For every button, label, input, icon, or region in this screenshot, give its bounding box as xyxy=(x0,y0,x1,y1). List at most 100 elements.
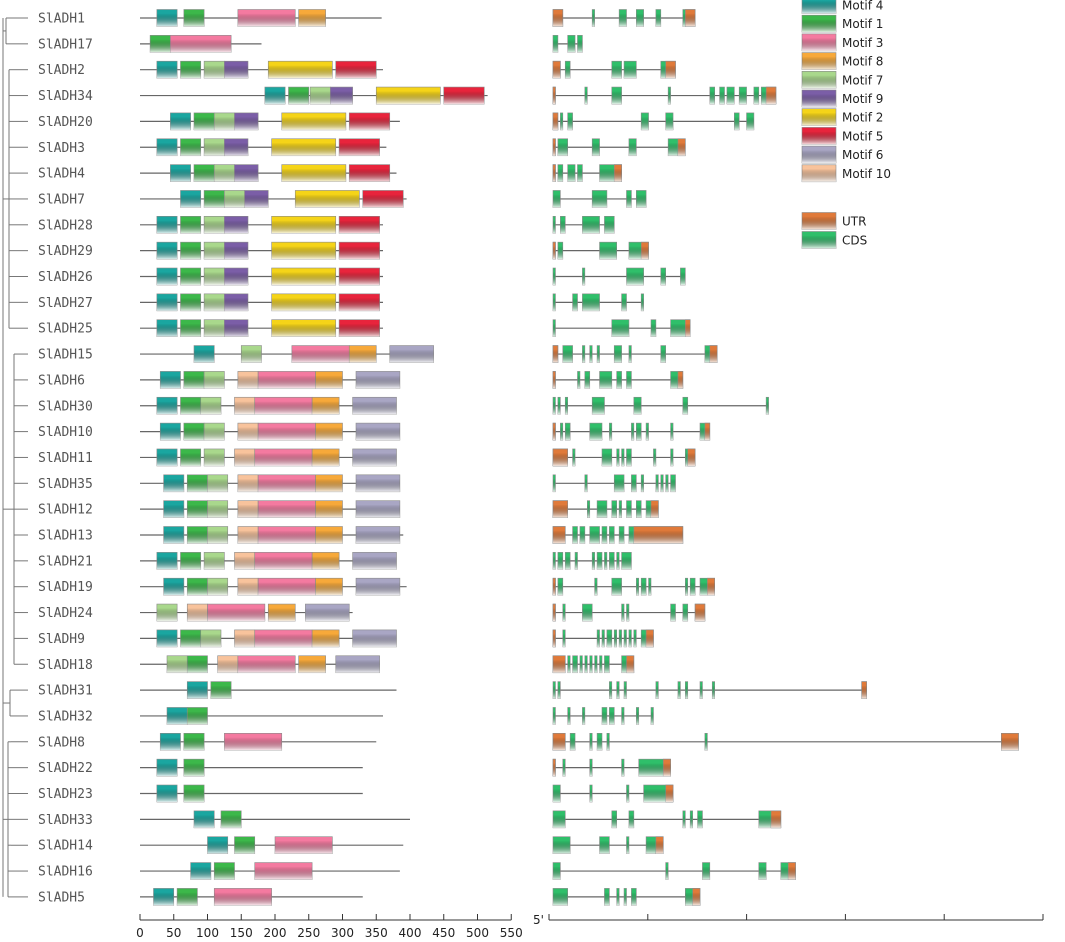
motif-box-shade xyxy=(217,659,238,673)
axis-tick-label: 550 xyxy=(500,926,523,940)
exon-box-shade xyxy=(567,711,571,725)
gene-track xyxy=(552,474,676,493)
exon-box-shade xyxy=(682,608,688,622)
axis-tick-label: 0 xyxy=(136,926,144,940)
motif-box-shade xyxy=(167,711,188,725)
motif-box-shade xyxy=(224,297,248,311)
axis-tick-label: 450 xyxy=(432,926,455,940)
motif-box xyxy=(281,112,347,131)
motif-box xyxy=(193,164,215,182)
motif-box xyxy=(291,345,350,363)
exon-box-shade xyxy=(553,840,571,854)
exon-box xyxy=(626,448,632,467)
exon-box-shade xyxy=(636,582,639,596)
gene-label: SlADH28 xyxy=(38,218,93,233)
motif-box-shade xyxy=(207,582,228,596)
motif-box xyxy=(338,267,380,286)
exon-box-shade xyxy=(582,608,593,622)
utr5-box xyxy=(552,448,568,467)
motif-track xyxy=(140,138,387,157)
exon-box xyxy=(626,784,630,803)
exon-box xyxy=(758,862,767,880)
gene-label: SlADH24 xyxy=(38,606,93,621)
motif-track xyxy=(140,836,404,855)
motif-box-shade xyxy=(271,220,336,234)
utr5-box xyxy=(552,732,566,751)
exon-box xyxy=(650,319,657,338)
legend-item: Motif 6 xyxy=(801,145,883,164)
exon-box-shade xyxy=(557,401,561,415)
motif-box xyxy=(180,319,202,338)
motif-track xyxy=(140,526,404,544)
motif-box xyxy=(156,448,178,467)
motif-box-shade xyxy=(362,194,404,208)
utr5-box xyxy=(552,526,566,544)
motif-box xyxy=(180,267,202,286)
exon-box-shade xyxy=(565,427,571,441)
motif-box xyxy=(220,810,242,829)
legend-swatch-shade xyxy=(802,75,836,89)
motif-box xyxy=(207,603,266,622)
motif-box xyxy=(207,474,229,493)
exon-box xyxy=(611,577,622,596)
motif-box xyxy=(355,500,401,518)
exon-box xyxy=(609,552,615,570)
exon-box xyxy=(572,293,578,312)
exon-box-shade xyxy=(628,142,637,156)
motif-box-shade xyxy=(190,866,211,880)
exon-box-shade xyxy=(653,452,656,466)
exon-box-shade xyxy=(753,91,759,105)
motif-box xyxy=(224,138,249,157)
exon-box-shade xyxy=(589,659,593,673)
gene-label: SlADH2 xyxy=(38,63,85,78)
motif-box xyxy=(352,552,397,570)
exon-box xyxy=(635,190,647,208)
motif-box xyxy=(203,241,225,260)
exon-box xyxy=(596,500,608,518)
motif-box-shade xyxy=(258,582,316,596)
motif-box-shade xyxy=(258,478,316,492)
exon-box xyxy=(596,345,600,363)
exon-box-shade xyxy=(557,582,563,596)
gene-track xyxy=(552,293,644,312)
exon-box-shade xyxy=(631,427,634,441)
exon-box-shade xyxy=(631,478,637,492)
exon-box-shade xyxy=(572,297,578,311)
motif-box xyxy=(267,60,333,79)
exon-box-shade xyxy=(665,478,669,492)
gene-track xyxy=(552,9,696,27)
motif-box xyxy=(163,526,185,544)
motif-box-shade xyxy=(315,427,343,441)
motif-box-shade xyxy=(389,349,434,363)
exon-box-shade xyxy=(648,582,651,596)
exon-box-shade xyxy=(660,478,664,492)
motif-box xyxy=(203,293,225,312)
motif-box-shade xyxy=(339,272,380,285)
exon-box-shade xyxy=(592,142,600,156)
motif-box xyxy=(183,784,205,803)
motif-box xyxy=(355,526,401,544)
exon-box xyxy=(640,474,644,493)
exon-box xyxy=(611,500,617,518)
exon-box xyxy=(628,810,635,829)
exon-box-shade xyxy=(633,633,637,647)
exon-box-shade xyxy=(636,13,644,27)
utr3-box xyxy=(613,164,622,182)
gene-track xyxy=(552,241,649,260)
axis-tick-label: 400 xyxy=(399,926,422,940)
motif-box xyxy=(203,371,225,389)
motif-box-shade xyxy=(237,478,259,492)
motif-box xyxy=(213,888,272,906)
exon-box-shade xyxy=(609,427,612,441)
exon-box-shade xyxy=(668,91,671,105)
gene-track xyxy=(552,810,782,829)
motif-box-shade xyxy=(156,556,178,570)
legend-label: Motif 8 xyxy=(842,55,883,69)
gene-label: SlADH27 xyxy=(38,296,93,311)
legend-swatch-shade xyxy=(802,150,836,164)
legend-item: CDS xyxy=(801,231,867,249)
motif-box xyxy=(237,500,259,518)
motif-box xyxy=(271,267,337,286)
exon-box xyxy=(582,345,586,363)
